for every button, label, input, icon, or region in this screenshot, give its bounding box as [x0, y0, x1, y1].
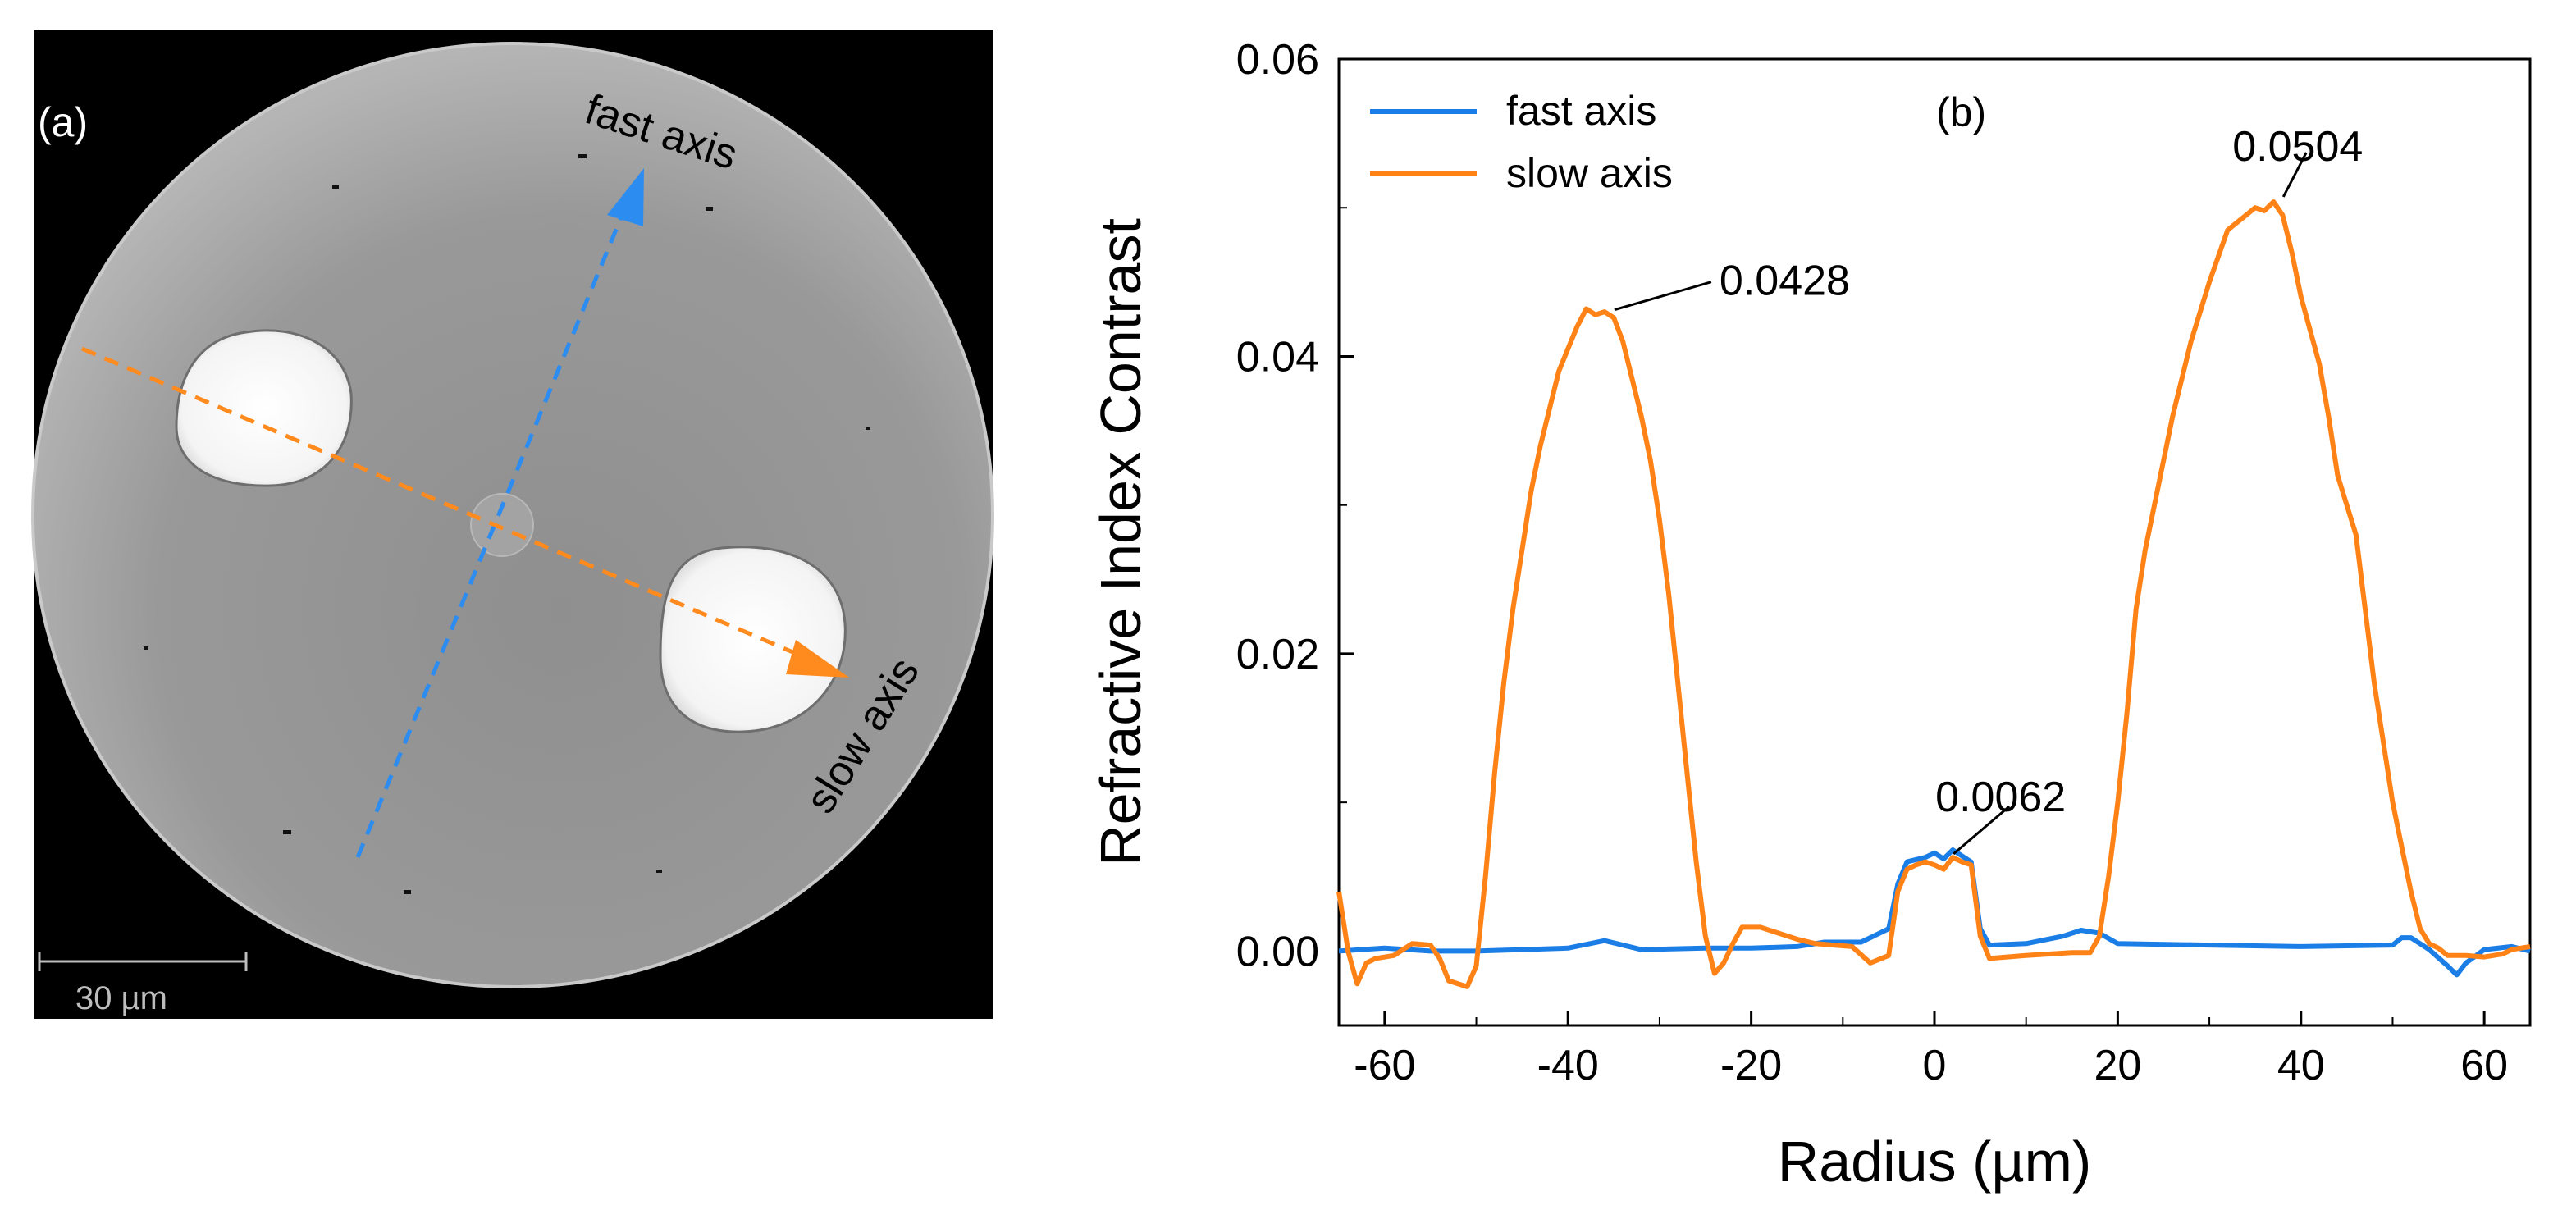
scale-bar	[38, 952, 248, 971]
panel-a-label: (a)	[38, 99, 88, 145]
y-tick-label: 0.00	[1236, 928, 1319, 975]
x-tick-label: -60	[1354, 1042, 1415, 1089]
legend-label-slow-axis: slow axis	[1506, 150, 1673, 196]
y-tick-label: 0.04	[1236, 333, 1319, 381]
stress-rod-left	[175, 329, 353, 487]
x-tick-label: 20	[2094, 1042, 2141, 1089]
x-tick-label: 40	[2277, 1042, 2325, 1089]
x-tick-label: -20	[1720, 1042, 1782, 1089]
slow-axis-arrow-line	[81, 346, 803, 659]
fiber-core	[470, 493, 534, 557]
plot-frame	[1337, 57, 2532, 1027]
annotation-label: 0.0428	[1720, 258, 1850, 305]
chart-panel: -60 -40 -20 0 20 40 60 0.00 0.02 0.04 0.06 0.0428…	[1089, 36, 2532, 1194]
x-tick-label: -40	[1537, 1042, 1599, 1089]
annotation-label: 0.0062	[1935, 774, 2066, 821]
slow-axis-arrowhead	[786, 640, 849, 678]
x-tick-label: 60	[2460, 1042, 2508, 1089]
series-line-fast-axis	[1338, 847, 2531, 978]
annotation-leader	[1953, 805, 2011, 856]
series-line-slow-axis	[1336, 199, 2531, 989]
annotation-label: 0.0504	[2232, 123, 2363, 171]
y-tick-label: 0.06	[1236, 36, 1319, 84]
dust-specks	[144, 154, 870, 894]
series-layer	[1336, 199, 2531, 989]
legend-label-fast-axis: fast axis	[1506, 88, 1656, 134]
x-ticks: -60 -40 -20 0 20 40 60	[1354, 1011, 2508, 1089]
fast-axis-arrowhead	[607, 168, 644, 226]
micrograph-panel: fast axis slow axis (a) 30 µm	[31, 30, 994, 1019]
annotation-leader	[2281, 152, 2308, 198]
annotation-layer: 0.0428 0.0504 0.0062	[1614, 123, 2363, 856]
stress-rod-right	[659, 546, 847, 733]
y-axis-title: Refractive Index Contrast	[1089, 218, 1153, 866]
annotation-leader	[1614, 281, 1712, 312]
scale-bar-label: 30 µm	[75, 980, 167, 1016]
legend: fast axis slow axis	[1370, 88, 1673, 196]
fast-axis-arrow-line	[355, 211, 626, 858]
x-tick-label: 0	[1923, 1042, 1947, 1089]
x-axis-title: Radius (µm)	[1778, 1130, 2092, 1194]
y-tick-label: 0.02	[1236, 631, 1319, 678]
panel-b-label: (b)	[1936, 89, 1986, 135]
y-ticks: 0.00 0.02 0.04 0.06	[1236, 36, 1354, 975]
